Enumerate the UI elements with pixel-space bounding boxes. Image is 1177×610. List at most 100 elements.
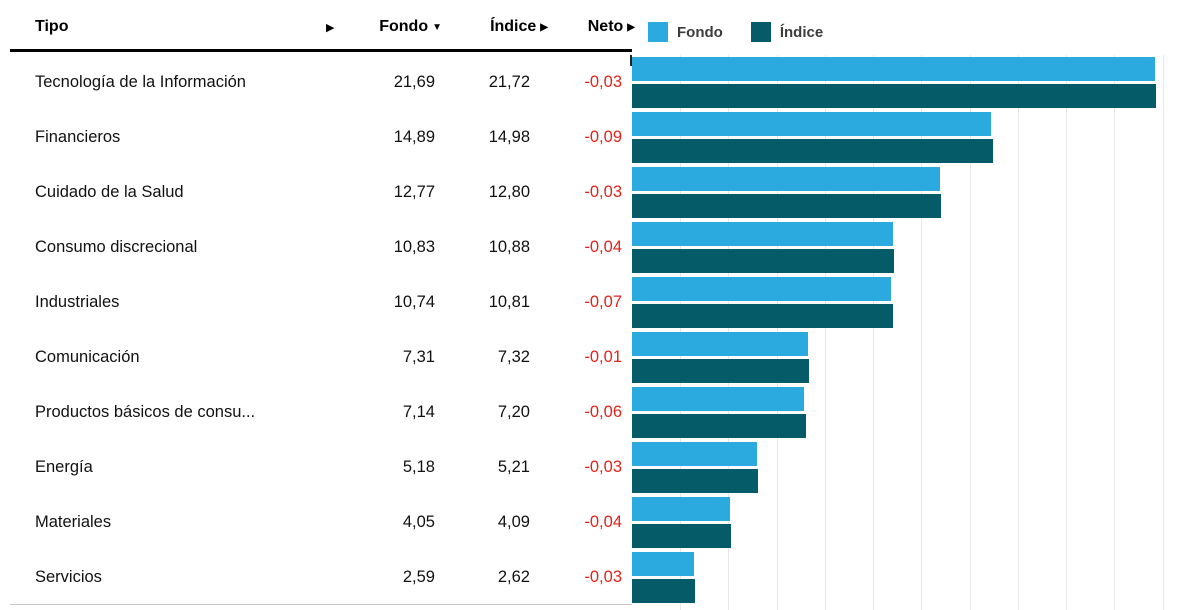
row-label: Materiales <box>35 513 112 531</box>
row-label: Servicios <box>35 568 102 586</box>
fondo-bar <box>632 442 757 466</box>
fondo-bar <box>632 277 891 301</box>
column-header-neto-label: Neto <box>587 18 624 35</box>
table-row: Financieros 14,89 14,98 -0,09 <box>0 110 632 165</box>
table-row: Productos básicos de consu... 7,14 7,20 -0,… <box>0 385 632 440</box>
fondo-value: 10,74 <box>393 293 435 311</box>
fondo-bar <box>632 57 1156 81</box>
table-row: Comunicación 7,31 7,32 -0,01 <box>0 330 632 385</box>
indice-bar <box>632 579 696 603</box>
indice-value: 10,88 <box>488 238 530 256</box>
chart-legend: Fondo Índice <box>648 22 851 42</box>
row-label: Consumo discrecional <box>35 238 198 256</box>
chart-gridline <box>824 55 826 610</box>
row-label: Cuidado de la Salud <box>35 183 184 201</box>
chart-gridline <box>1066 55 1068 610</box>
indice-bar <box>632 469 758 493</box>
neto-value: -0,03 <box>584 73 622 91</box>
neto-value: -0,03 <box>584 458 622 476</box>
bar-chart <box>630 55 1177 610</box>
fondo-value: 21,69 <box>393 73 435 91</box>
column-header-indice[interactable]: Índice ▶ <box>446 18 548 36</box>
indice-bar <box>632 524 731 548</box>
table-row: Cuidado de la Salud 12,77 12,80 -0,03 <box>0 165 632 220</box>
sort-descending-icon[interactable]: ▼ <box>432 22 442 33</box>
row-label: Financieros <box>35 128 121 146</box>
table-bottom-divider <box>10 604 632 605</box>
fondo-bar <box>632 332 809 356</box>
table-row: Tecnología de la Información 21,69 21,72 -0… <box>0 55 632 110</box>
fondo-value: 5,18 <box>402 458 435 476</box>
indice-bar <box>632 359 809 383</box>
table-row: Materiales 4,05 4,09 -0,04 <box>0 495 632 550</box>
legend-label-fondo: Fondo <box>677 23 723 41</box>
row-label: Energía <box>35 458 93 476</box>
fondo-bar <box>632 222 894 246</box>
neto-value: -0,04 <box>584 513 622 531</box>
fondo-value: 2,59 <box>402 568 435 586</box>
row-label: Comunicación <box>35 348 140 366</box>
table-row: Industriales 10,74 10,81 -0,07 <box>0 275 632 330</box>
neto-value: -0,03 <box>584 183 622 201</box>
indice-value: 2,62 <box>497 568 530 586</box>
fondo-value: 14,89 <box>393 128 435 146</box>
chart-gridline <box>921 55 923 610</box>
legend-swatch-indice-icon <box>750 22 771 42</box>
legend-item-fondo: Fondo <box>648 22 723 42</box>
fondo-value: 7,14 <box>402 403 435 421</box>
fondo-bar <box>632 167 940 191</box>
sort-icon-tipo[interactable]: ▶ <box>326 22 335 34</box>
column-header-fondo[interactable]: Fondo ▼ <box>330 18 442 36</box>
indice-value: 10,81 <box>488 293 530 311</box>
column-header-neto[interactable]: Neto ▶ <box>552 18 635 36</box>
neto-value: -0,01 <box>584 348 622 366</box>
indice-value: 14,98 <box>488 128 530 146</box>
chart-gridline <box>1017 55 1019 610</box>
sort-icon-neto[interactable]: ▶ <box>627 22 635 33</box>
fondo-bar <box>632 387 805 411</box>
row-label: Productos básicos de consu... <box>35 403 256 421</box>
fondo-value: 4,05 <box>402 513 435 531</box>
column-header-tipo[interactable]: Tipo <box>35 18 69 35</box>
fondo-value: 7,31 <box>402 348 435 366</box>
legend-label-indice: Índice <box>779 23 824 41</box>
indice-value: 7,32 <box>497 348 530 366</box>
row-label: Tecnología de la Información <box>35 73 246 91</box>
neto-value: -0,09 <box>584 128 622 146</box>
indice-bar <box>632 414 806 438</box>
row-label: Industriales <box>35 293 120 311</box>
chart-gridline <box>969 55 971 610</box>
neto-value: -0,03 <box>584 568 622 586</box>
indice-bar <box>632 304 893 328</box>
fondo-value: 12,77 <box>393 183 435 201</box>
chart-gridline <box>1114 55 1116 610</box>
fondo-bar <box>632 112 992 136</box>
indice-bar <box>632 194 941 218</box>
indice-bar <box>632 139 994 163</box>
indice-value: 12,80 <box>488 183 530 201</box>
table-row: Energía 5,18 5,21 -0,03 <box>0 440 632 495</box>
header-divider <box>10 49 632 52</box>
sort-icon-indice[interactable]: ▶ <box>540 22 548 33</box>
neto-value: -0,07 <box>584 293 622 311</box>
table-row: Consumo discrecional 10,83 10,88 -0,04 <box>0 220 632 275</box>
column-header-indice-label: Índice <box>490 18 537 35</box>
neto-value: -0,06 <box>584 403 622 421</box>
indice-bar <box>632 84 1156 108</box>
indice-value: 5,21 <box>497 458 530 476</box>
table-row: Servicios 2,59 2,62 -0,03 <box>0 550 632 605</box>
legend-item-indice: Índice <box>750 22 824 42</box>
fondo-value: 10,83 <box>393 238 435 256</box>
indice-value: 7,20 <box>497 403 530 421</box>
axis-origin-tick <box>630 55 632 66</box>
indice-bar <box>632 249 895 273</box>
column-header-fondo-label: Fondo <box>379 18 429 35</box>
chart-gridline <box>1162 55 1164 610</box>
neto-value: -0,04 <box>584 238 622 256</box>
indice-value: 21,72 <box>488 73 530 91</box>
chart-gridline <box>873 55 875 610</box>
indice-value: 4,09 <box>497 513 530 531</box>
fondo-bar <box>632 497 730 521</box>
fondo-bar <box>632 552 695 576</box>
